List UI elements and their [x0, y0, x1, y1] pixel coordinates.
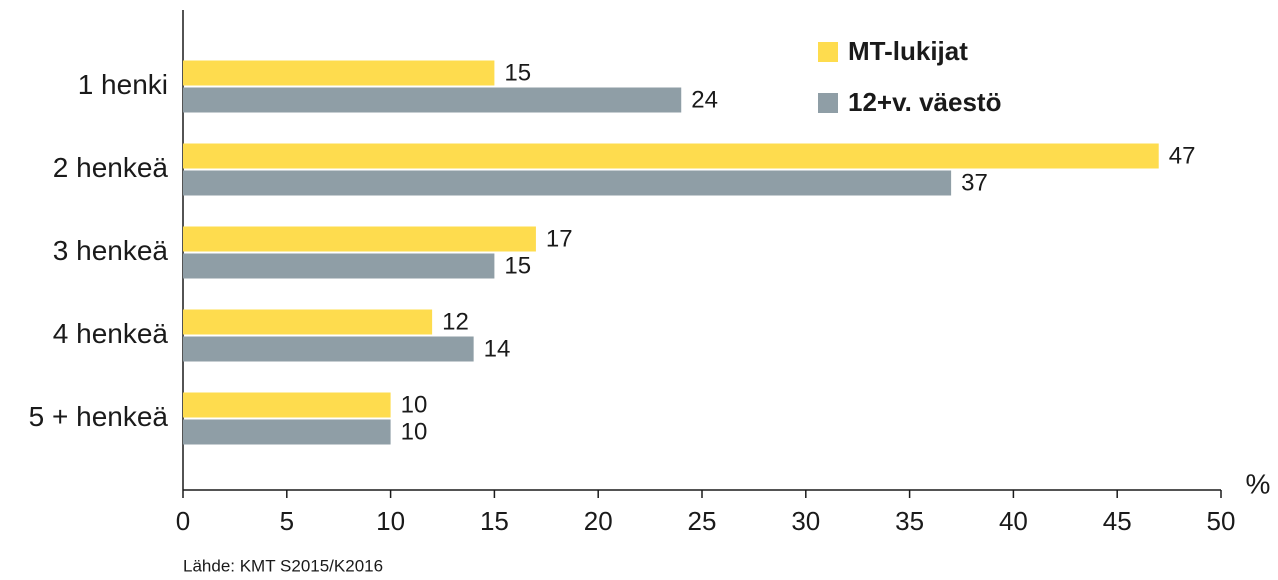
x-tick-label: 45	[1103, 506, 1132, 536]
value-label: 15	[504, 252, 531, 279]
bar	[183, 87, 682, 113]
bar	[183, 170, 952, 196]
value-label: 37	[961, 169, 988, 196]
bar	[183, 143, 1159, 169]
value-label: 24	[691, 86, 718, 113]
x-tick-label: 35	[895, 506, 924, 536]
legend-swatch	[818, 42, 838, 62]
legend-swatch	[818, 93, 838, 113]
y-tick-label: 1 henki	[78, 69, 168, 100]
bar	[183, 419, 391, 445]
x-tick-label: 10	[376, 506, 405, 536]
bar	[183, 226, 536, 252]
bar	[183, 336, 474, 362]
x-tick-label: 5	[280, 506, 294, 536]
legend-label: 12+v. väestö	[848, 87, 1001, 117]
y-tick-label: 5 + henkeä	[29, 401, 169, 432]
bar	[183, 309, 433, 335]
x-tick-label: 15	[480, 506, 509, 536]
x-tick-label: 0	[176, 506, 190, 536]
y-tick-label: 2 henkeä	[53, 152, 169, 183]
value-label: 12	[442, 308, 469, 335]
value-label: 17	[546, 225, 573, 252]
x-tick-label: 40	[999, 506, 1028, 536]
x-tick-label: 20	[584, 506, 613, 536]
value-label: 10	[401, 391, 428, 418]
source: Lähde: KMT S2015/K2016	[183, 556, 383, 575]
y-tick-label: 4 henkeä	[53, 318, 169, 349]
legend-label: MT-lukijat	[848, 36, 968, 66]
bar	[183, 253, 495, 279]
x-axis-label: %	[1246, 468, 1271, 499]
value-label: 47	[1169, 142, 1196, 169]
value-label: 14	[484, 335, 511, 362]
value-label: 10	[401, 418, 428, 445]
x-tick-label: 25	[688, 506, 717, 536]
y-tick-label: 3 henkeä	[53, 235, 169, 266]
bar	[183, 392, 391, 418]
value-label: 15	[504, 59, 531, 86]
x-tick-label: 30	[791, 506, 820, 536]
bar	[183, 60, 495, 86]
x-tick-label: 50	[1207, 506, 1236, 536]
